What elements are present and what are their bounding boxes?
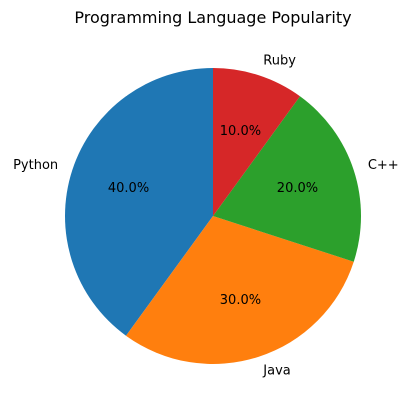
pie-labels: Python 40.0% Java 30.0% C++ 20.0% Ruby 10.0%: [13, 54, 399, 379]
pie-slice-python: [65, 68, 214, 336]
slice-label-ruby: Ruby: [263, 54, 296, 69]
slice-percent-python: 40.0%: [108, 181, 149, 196]
chart-title: Programming Language Popularity: [74, 8, 351, 27]
slice-percent-java: 30.0%: [220, 293, 261, 308]
pie-slice-java: [126, 216, 354, 365]
slice-label-python: Python: [13, 158, 58, 173]
pie-slice-ruby: [213, 68, 300, 216]
slice-percent-ruby: 10.0%: [220, 124, 261, 139]
slice-percent-cpp: 20.0%: [277, 181, 318, 196]
pie-slices: [65, 68, 361, 365]
pie-slice-cpp: [213, 96, 361, 262]
slice-label-cpp: C++: [368, 158, 399, 173]
slice-label-java: Java: [262, 363, 290, 378]
